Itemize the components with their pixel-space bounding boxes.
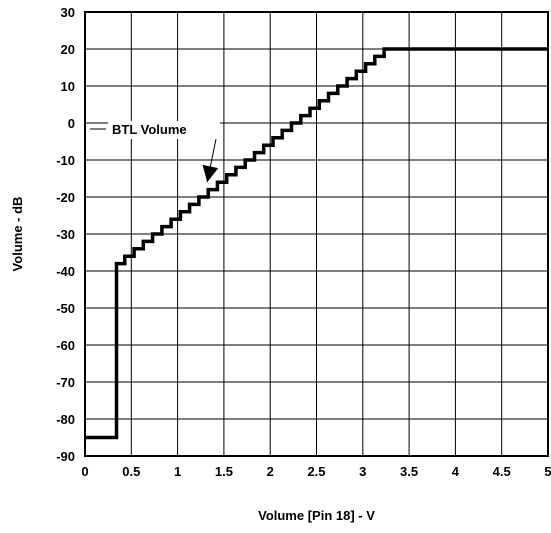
x-tick-label: 2: [267, 464, 274, 479]
x-tick-label: 4: [452, 464, 460, 479]
annotation-label-background: [108, 121, 220, 139]
y-tick-label: -50: [56, 301, 75, 316]
x-tick-label: 3: [359, 464, 366, 479]
annotation-arrowhead: [202, 164, 219, 183]
y-tick-label: -10: [56, 153, 75, 168]
y-tick-label: -60: [56, 338, 75, 353]
y-tick-labels: 30 20 10 0 -10 -20 -30 -40 -50 -60 -70 -80 -90: [56, 5, 75, 464]
x-tick-labels: 0 0.5 1 1.5 2 2.5 3 3.5 4 4.5 5: [81, 464, 551, 479]
annotation-btl-volume: BTL Volume: [90, 121, 220, 183]
y-tick-label: 0: [68, 116, 75, 131]
plot-frame: [84, 11, 549, 457]
y-tick-label: -30: [56, 227, 75, 242]
y-tick-label: 20: [61, 42, 75, 57]
series-line-btl-volume: [85, 47, 548, 440]
y-tick-label: -20: [56, 190, 75, 205]
y-tick-label: -90: [56, 449, 75, 464]
x-tick-label: 5: [544, 464, 551, 479]
x-tick-label: 4.5: [493, 464, 511, 479]
x-tick-label: 2.5: [307, 464, 325, 479]
x-tick-label: 1.5: [215, 464, 233, 479]
x-axis-title: Volume [Pin 18] - V: [258, 508, 375, 523]
x-tick-label: 1: [174, 464, 181, 479]
y-axis-title: Volume - dB: [10, 197, 25, 272]
annotation-label: BTL Volume: [112, 122, 187, 137]
y-tick-label: 10: [61, 79, 75, 94]
y-tick-label: 30: [61, 5, 75, 20]
x-tick-label: 0.5: [122, 464, 140, 479]
y-tick-label: -40: [56, 264, 75, 279]
y-tick-label: -70: [56, 375, 75, 390]
x-tick-label: 3.5: [400, 464, 418, 479]
x-tick-label: 0: [81, 464, 88, 479]
y-tick-label: -80: [56, 412, 75, 427]
